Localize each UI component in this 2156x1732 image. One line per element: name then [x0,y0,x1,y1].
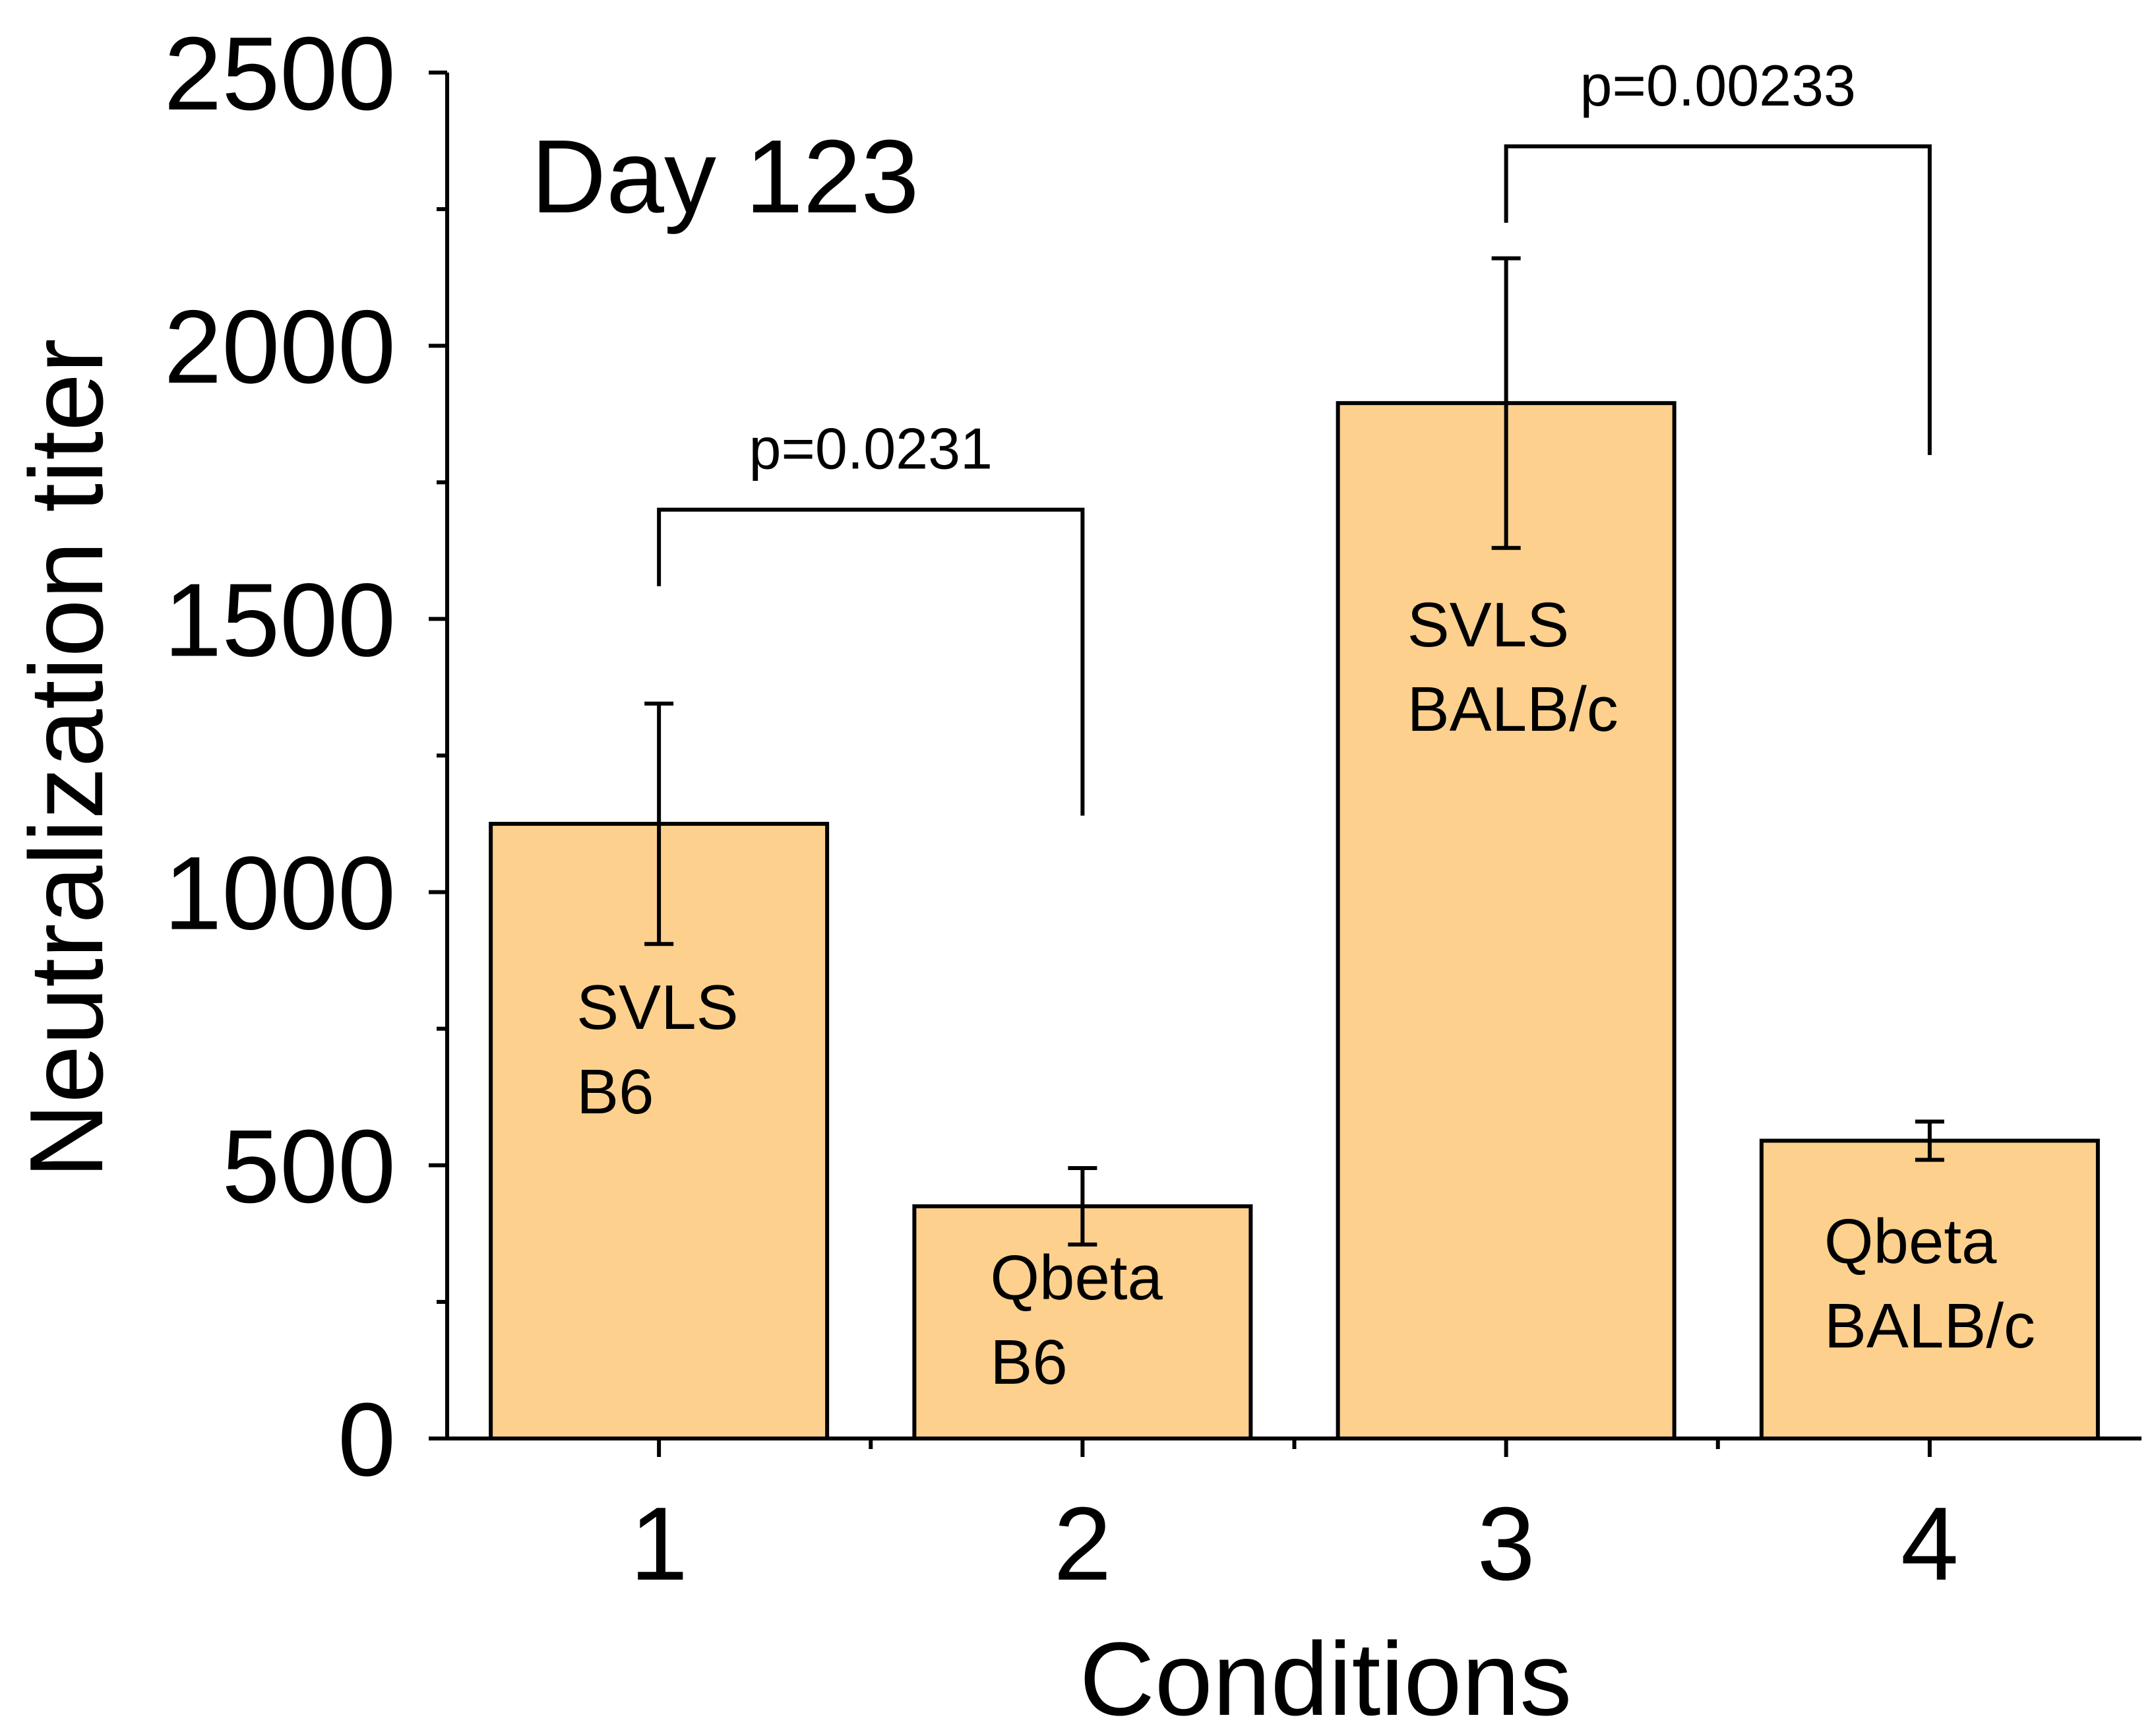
significance-bracket-2 [1504,144,1932,455]
errorbars-layer [644,256,1944,1247]
y-tick-label-2500: 2500 [164,16,396,132]
bar-label-2-line1: Qbeta [990,1243,1163,1313]
y-tick-label-1500: 1500 [164,562,396,678]
y-axis-title: Neutralization titer [9,338,125,1178]
bars-layer [489,401,2100,1441]
bar-label-1-line2: B6 [576,1057,654,1127]
x-tick-label-4: 4 [1901,1486,1959,1602]
y-tick-label-500: 500 [222,1109,396,1225]
p-value-label-1: p=0.0231 [749,416,993,481]
x-tick-label-2: 2 [1053,1486,1111,1602]
significance-bracket-1 [657,507,1085,816]
annotation-day: Day 123 [531,119,919,235]
bar-3 [1336,401,1677,1440]
x-tick-label-1: 1 [630,1486,688,1602]
y-tick-label-2000: 2000 [164,289,396,405]
bar-label-1-line1: SVLS [576,972,738,1043]
y-tick-label-0: 0 [338,1382,396,1498]
brackets-layer: p=0.0231 p=0.00233 [657,53,1932,816]
x-axis-title: Conditions [1080,1621,1572,1732]
bar-label-3-line2: BALB/c [1407,674,1618,745]
bar-label-3-line1: SVLS [1407,590,1569,660]
bar-label-4-line2: BALB/c [1824,1291,2035,1361]
labels-layer: SVLS B6 Qbeta B6 SVLS BALB/c Qbeta BALB/c 0 500 10… [164,16,2036,1602]
p-value-label-2: p=0.00233 [1580,53,1856,118]
bar-label-2-line2: B6 [990,1327,1067,1398]
ticks-layer [429,71,1932,1457]
y-tick-label-1000: 1000 [164,836,396,952]
bar-4 [1759,1138,2100,1440]
bar-label-4-line1: Qbeta [1824,1206,1997,1277]
x-tick-label-3: 3 [1477,1486,1535,1602]
